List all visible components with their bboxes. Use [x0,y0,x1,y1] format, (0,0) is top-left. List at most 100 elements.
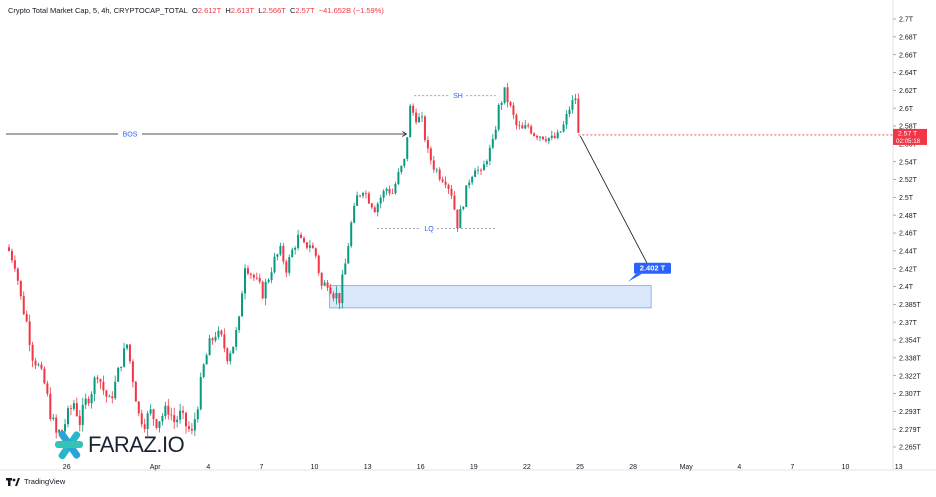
candle-body [297,234,300,248]
demand-zone-layer [329,285,652,309]
target-label-pointer [628,273,642,282]
x-tick-label: May [680,464,694,471]
candle-body [270,272,273,280]
demand-zone [329,285,652,309]
y-tick-label: 2.42T [899,266,918,273]
candle-body [37,364,40,366]
target-label-bg [634,262,671,274]
candle-body [285,261,288,273]
candle-body [335,292,338,299]
candle-body [55,417,58,433]
candle-body [99,379,102,382]
candle-body [208,338,211,356]
y-tick-label: 2.279T [899,427,922,434]
y-tick-label: 2.54T [899,159,918,166]
y-tick-label: 2.62T [899,88,918,95]
candle-body [96,377,99,380]
candle-body [205,355,208,365]
candle-body [19,280,22,297]
candle-body [258,277,261,282]
candle-body [421,116,423,118]
candle-body [90,394,93,404]
candle-body [462,206,465,209]
candle-body [131,361,134,382]
candle-body [52,417,55,420]
candle-body [311,245,314,249]
candle-body [34,360,37,366]
high-value: 2.613T [230,6,255,15]
candle-body [179,410,182,420]
candle-body [418,117,421,123]
candle-body [196,409,199,420]
faraz-logo-icon [55,430,83,460]
candle-body [93,377,96,395]
candle-body [134,381,137,402]
candle-body [468,182,471,186]
x-tick-label: Apr [150,464,162,471]
candle-body [164,405,167,417]
candle-body [308,245,311,248]
candle-body [288,257,291,273]
tradingview-footer[interactable]: TradingView [6,477,65,486]
candle-body [255,277,258,279]
candle-body [426,140,429,149]
candle-body [438,169,441,180]
last-price-value: 2.57 T [898,131,917,138]
x-tick-label: 4 [206,464,210,471]
candle-body [146,413,149,430]
last-price-tag [893,128,927,145]
candle-body [78,415,81,426]
candle-body [388,188,391,194]
candle-body [444,181,447,185]
target-label: 2.402 T [640,264,666,273]
x-tick-label: 4 [737,464,741,471]
candle-body [49,393,52,420]
candle-body [447,184,450,189]
low-label: L [258,6,263,15]
candle-body [193,419,196,431]
candle-body [75,403,78,416]
candle-body [305,242,308,248]
y-tick-label: 2.307T [899,391,922,398]
candle-body [173,415,176,423]
candle-body [456,209,459,229]
candle-body [158,421,161,428]
candle-body [556,132,559,139]
candle-body [559,131,562,133]
candle-body [220,330,223,335]
x-tick-label: 25 [576,464,584,471]
candle-body [226,348,229,362]
candle-body [22,296,25,315]
candle-body [391,193,394,195]
y-tick-label: 2.6T [899,106,914,113]
sh-label: SH [453,93,463,100]
candle-body [46,383,49,394]
x-tick-label: 26 [63,464,71,471]
candle-body [140,413,143,425]
candle-body [370,203,373,208]
candle-body [568,109,571,114]
candle-body [515,114,518,126]
candle-body [332,293,335,299]
candle-body [264,281,267,299]
candle-body [506,87,509,103]
y-tick-label: 2.293T [899,409,922,416]
candle-body [185,412,187,427]
bos-arrowhead [402,131,408,137]
candle-body [471,176,474,183]
candle-body [341,274,344,304]
axes-layer: 2.7T 2.68T 2.66T 2.64T 2.62T 2.6T 2.58T 2.56T 2.… [0,0,936,471]
candle-body [359,195,362,197]
candle-body [8,247,10,251]
candle-body [43,368,46,384]
candle-body [241,293,244,317]
candle-body [503,87,506,103]
candle-body [485,161,488,165]
candle-body [300,234,303,239]
high-label: H [225,6,231,15]
candle-body [347,246,350,264]
symbol-header: Crypto Total Market Cap, 5, 4h, CRYPTOCA… [8,6,384,15]
symbol-label[interactable]: Crypto Total Market Cap, 5, 4h, CRYPTOCA… [8,6,188,15]
